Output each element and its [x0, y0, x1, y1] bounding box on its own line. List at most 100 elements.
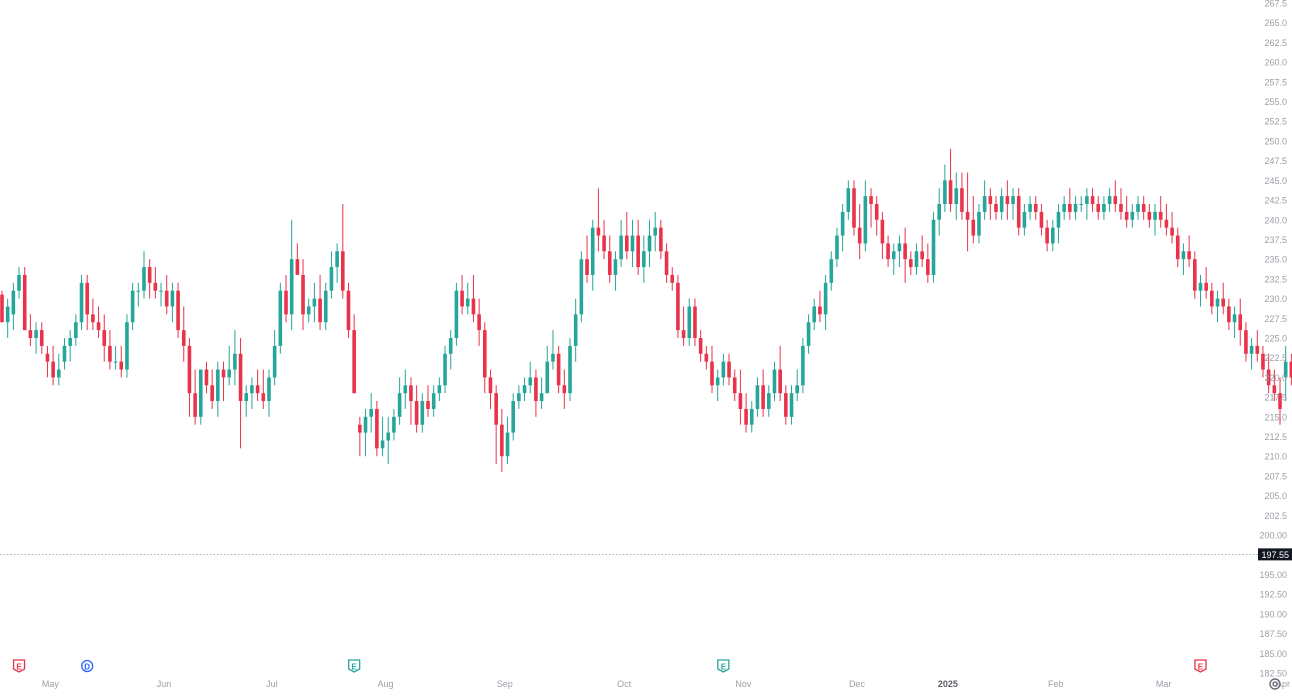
candle-body [238, 353, 243, 402]
candle [1005, 180, 1010, 220]
earnings-marker[interactable]: E [12, 659, 26, 673]
candle [562, 369, 567, 409]
candle-body [738, 393, 743, 409]
candle [1244, 322, 1248, 362]
candle [420, 393, 425, 433]
candle-body [755, 385, 760, 409]
candle-body [500, 424, 504, 457]
candle-body [352, 330, 356, 394]
candle [738, 369, 743, 425]
candle-body [596, 227, 601, 236]
candle-body [91, 314, 95, 323]
candle [483, 322, 487, 394]
candle [164, 274, 169, 315]
candle-body [937, 204, 941, 220]
candle-body [1062, 204, 1066, 212]
time-axis[interactable]: May Jun Jul Aug Sep Oct Nov Dec 2025 Feb Mar Apr [42, 679, 1290, 689]
candle [920, 235, 924, 268]
price-tick-label: 247.5 [1264, 156, 1287, 166]
candle-body [369, 408, 373, 417]
candle [715, 369, 720, 402]
candle-body [590, 227, 595, 275]
candle-body [534, 377, 538, 402]
candle [358, 416, 362, 457]
time-tick-label: Feb [1048, 679, 1064, 689]
candle [17, 267, 21, 299]
earnings-marker[interactable]: E [717, 659, 730, 673]
candle-body [551, 353, 555, 362]
settings-button[interactable] [1266, 675, 1284, 693]
candle [1130, 204, 1135, 228]
candle [835, 227, 839, 268]
candle-body [363, 416, 368, 433]
candle [994, 196, 998, 220]
candle-body [460, 290, 464, 307]
candle-body [1028, 204, 1032, 212]
candle [68, 330, 72, 362]
candle [335, 243, 339, 283]
candle [801, 338, 805, 394]
candle [210, 369, 214, 409]
candle-body [74, 322, 78, 338]
candle-body [1011, 196, 1015, 204]
candle [306, 298, 311, 323]
candle [500, 408, 504, 472]
candle-body [852, 188, 856, 228]
price-tick-label: 182.50 [1259, 669, 1287, 679]
candle-body [573, 314, 578, 346]
candle-body [761, 385, 765, 409]
candle-body [1056, 211, 1061, 228]
candle [1141, 196, 1146, 220]
earnings-marker[interactable]: E [348, 659, 361, 673]
candle [602, 219, 606, 260]
price-tick-label: 225.0 [1264, 334, 1287, 344]
price-tick-label: 200.00 [1259, 531, 1287, 541]
candle [312, 282, 317, 323]
candle-body [403, 385, 408, 394]
candle-body [96, 322, 101, 331]
candle-body [897, 243, 902, 252]
candle [772, 361, 777, 402]
candle [778, 345, 782, 402]
candle-body [119, 361, 124, 370]
candle [318, 274, 322, 331]
candle [693, 298, 697, 346]
candle [965, 172, 970, 252]
candle [329, 251, 334, 299]
candle-body [1210, 290, 1214, 307]
candle-body [159, 290, 163, 292]
candle-body [994, 204, 998, 212]
candle [687, 298, 692, 346]
candle [448, 330, 453, 370]
candle [267, 369, 271, 417]
candle-body [505, 432, 510, 457]
candle [852, 180, 856, 236]
price-axis[interactable]: 267.5 265.0 262.5 260.0 257.5 255.0 252.5 250.0… [1258, 0, 1292, 679]
candle-body [1193, 259, 1197, 291]
price-tick-label: 185.00 [1259, 649, 1287, 659]
candle [698, 330, 703, 362]
candle-body [1005, 196, 1010, 204]
candle [579, 251, 584, 323]
candle [108, 330, 112, 370]
candle [1136, 196, 1140, 220]
candle [199, 369, 203, 425]
earnings-marker[interactable]: E [1194, 659, 1207, 673]
candle [130, 282, 135, 331]
dividend-marker[interactable]: D [81, 659, 94, 673]
candle [11, 282, 16, 331]
candle-body [517, 393, 521, 402]
candle-body [602, 235, 606, 252]
candle-body [397, 393, 402, 417]
candle [1051, 219, 1055, 252]
candle [28, 314, 33, 346]
candle [511, 393, 515, 441]
candle [761, 369, 765, 417]
candle-body [926, 259, 930, 275]
candle-body [426, 401, 430, 409]
candle [909, 251, 913, 275]
candle [823, 274, 828, 331]
candle-body [1022, 211, 1027, 228]
